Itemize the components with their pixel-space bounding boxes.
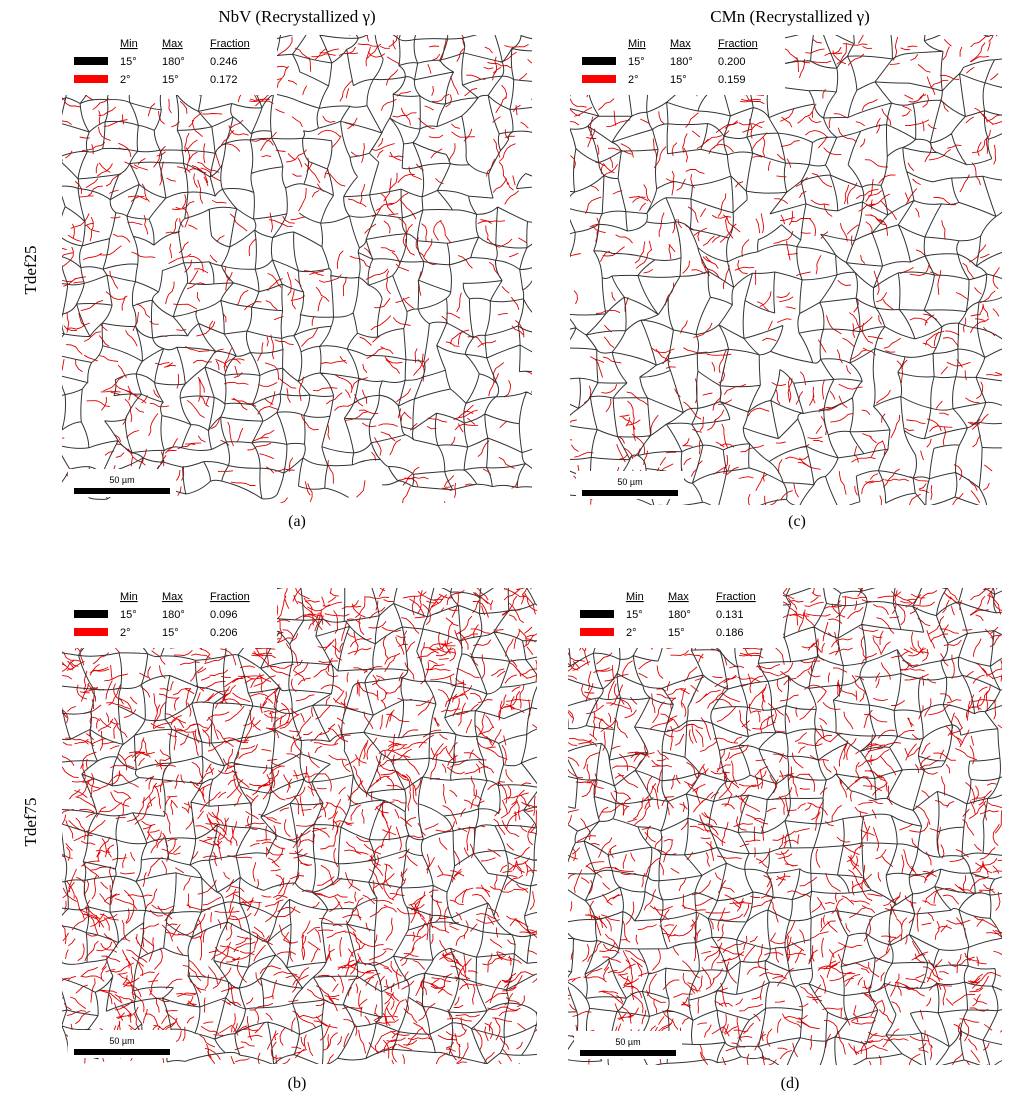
legend-swatch xyxy=(74,75,108,83)
legend-cell: 15° xyxy=(120,609,137,621)
legend-cell: 2° xyxy=(120,627,131,639)
legend-cell: 15° xyxy=(162,74,179,86)
legend-cell: 180° xyxy=(162,609,185,621)
scale-bar-line xyxy=(580,1050,676,1056)
column-title: NbV (Recrystallized γ) xyxy=(218,7,375,26)
legend-header: Fraction xyxy=(210,38,250,50)
legend-cell: 0.096 xyxy=(210,609,238,621)
legend-cell: 15° xyxy=(120,56,137,68)
row-label: Tdef75 xyxy=(21,797,40,846)
panel-caption: (c) xyxy=(788,513,806,530)
legend-cell: 0.131 xyxy=(716,609,744,621)
legend-swatch xyxy=(580,610,614,618)
legend-cell: 0.206 xyxy=(210,627,238,639)
legend-cell: 180° xyxy=(162,56,185,68)
legend-header: Max xyxy=(670,38,691,50)
column-title: CMn (Recrystallized γ) xyxy=(710,7,870,26)
legend: Min Max Fraction 15° 180° 0.200 2° 15° 0.159 xyxy=(570,33,785,95)
row-label: Tdef25 xyxy=(21,245,40,294)
scale-bar: 50 µm xyxy=(68,469,176,497)
legend-swatch xyxy=(582,57,616,65)
scale-bar-label: 50 µm xyxy=(109,1036,134,1046)
legend-cell: 15° xyxy=(668,627,685,639)
legend-cell: 15° xyxy=(626,609,643,621)
legend-cell: 2° xyxy=(626,627,637,639)
figure: NbV (Recrystallized γ) CMn (Recrystalliz… xyxy=(0,0,1014,1106)
legend-cell: 2° xyxy=(628,74,639,86)
legend: Min Max Fraction 15° 180° 0.131 2° 15° 0.186 xyxy=(568,586,783,648)
legend-header: Min xyxy=(628,38,646,50)
scale-bar: 50 µm xyxy=(576,471,684,499)
legend-cell: 180° xyxy=(670,56,693,68)
legend-cell: 0.159 xyxy=(718,74,746,86)
scale-bar-line xyxy=(74,1049,170,1055)
legend-header: Min xyxy=(120,38,138,50)
panel-caption: (a) xyxy=(288,513,306,530)
legend-swatch xyxy=(74,610,108,618)
legend-cell: 15° xyxy=(628,56,645,68)
legend-cell: 15° xyxy=(670,74,687,86)
legend-header: Max xyxy=(668,591,689,603)
legend-header: Fraction xyxy=(716,591,756,603)
scale-bar-line xyxy=(74,488,170,494)
legend: Min Max Fraction 15° 180° 0.096 2° 15° 0.206 xyxy=(62,586,277,648)
legend-cell: 180° xyxy=(668,609,691,621)
legend-header: Max xyxy=(162,591,183,603)
panel-caption: (d) xyxy=(781,1075,800,1092)
legend-header: Min xyxy=(626,591,644,603)
legend-cell: 0.172 xyxy=(210,74,238,86)
legend-swatch xyxy=(74,57,108,65)
panel-caption: (b) xyxy=(288,1075,307,1092)
legend-header: Fraction xyxy=(210,591,250,603)
legend-cell: 15° xyxy=(162,627,179,639)
legend-swatch xyxy=(582,75,616,83)
scale-bar: 50 µm xyxy=(68,1030,176,1058)
legend-cell: 0.186 xyxy=(716,627,744,639)
legend: Min Max Fraction 15° 180° 0.246 2° 15° 0.172 xyxy=(62,33,277,95)
legend-swatch xyxy=(580,628,614,636)
legend-cell: 2° xyxy=(120,74,131,86)
scale-bar: 50 µm xyxy=(574,1031,682,1059)
legend-header: Min xyxy=(120,591,138,603)
legend-header: Fraction xyxy=(718,38,758,50)
legend-cell: 0.200 xyxy=(718,56,746,68)
scale-bar-label: 50 µm xyxy=(109,475,134,485)
scale-bar-label: 50 µm xyxy=(615,1037,640,1047)
scale-bar-line xyxy=(582,490,678,496)
legend-header: Max xyxy=(162,38,183,50)
legend-swatch xyxy=(74,628,108,636)
legend-cell: 0.246 xyxy=(210,56,238,68)
scale-bar-label: 50 µm xyxy=(617,477,642,487)
